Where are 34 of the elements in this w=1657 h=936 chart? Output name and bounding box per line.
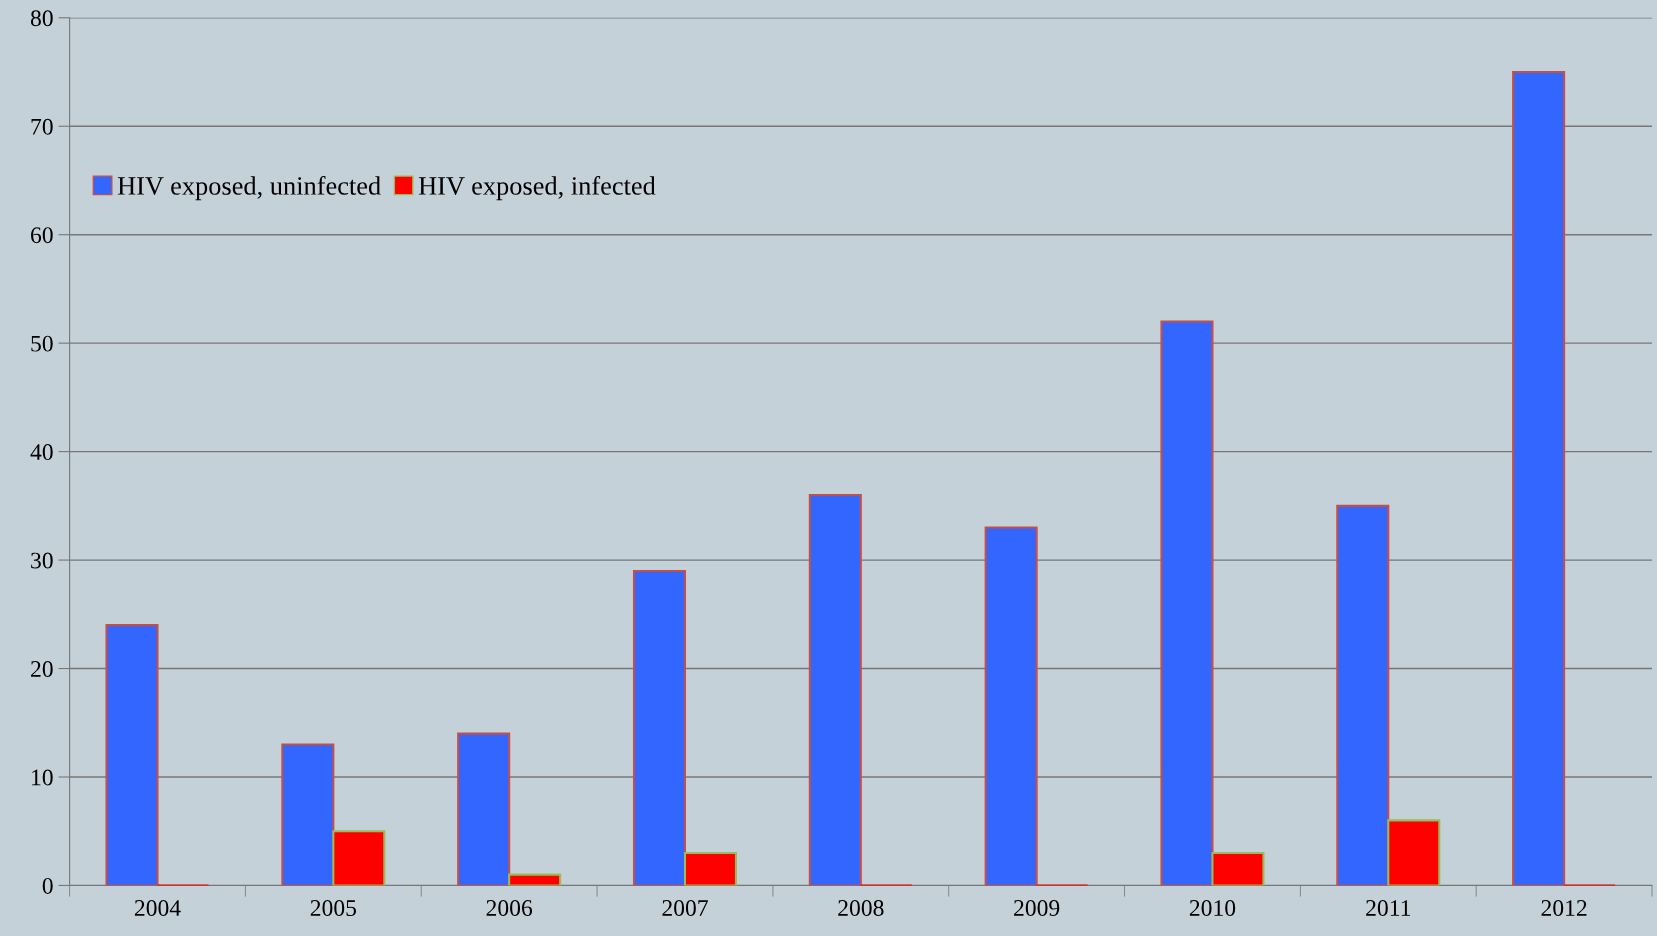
bar: [457, 732, 511, 886]
x-tick-label: 2006: [486, 900, 533, 916]
bar: [632, 569, 687, 886]
x-tick-label: 2009: [1014, 900, 1060, 916]
bar: [984, 526, 1038, 886]
legend-label: HIV exposed, uninfected: [117, 176, 381, 201]
bar: [281, 743, 335, 886]
x-tick-label: 2004: [134, 900, 181, 916]
bar: [1160, 320, 1214, 886]
y-tick-label: 80: [30, 10, 53, 27]
bar: [508, 873, 562, 886]
y-tick-label: 20: [31, 661, 53, 677]
bar: [1211, 851, 1265, 886]
bar: [1512, 70, 1566, 886]
bar: [683, 851, 738, 886]
bar: [808, 493, 862, 886]
x-tick-label: 2010: [1189, 900, 1236, 916]
bar: [332, 830, 386, 886]
bar: [1387, 819, 1441, 886]
x-tick-label: 2008: [838, 900, 884, 916]
y-tick-label: 30: [31, 552, 53, 569]
y-tick-label: 60: [31, 227, 53, 244]
y-tick-label: 40: [30, 444, 53, 461]
x-tick-label: 2007: [662, 900, 708, 916]
bar: [1336, 504, 1390, 886]
x-tick-label: 2005: [310, 900, 357, 916]
x-tick-label: 2012: [1541, 900, 1587, 916]
legend-label: HIV exposed, infected: [418, 176, 656, 201]
y-tick-label: 10: [32, 769, 53, 786]
x-tick-label: 2011: [1366, 900, 1411, 916]
bar: [105, 624, 159, 886]
y-tick-label: 50: [31, 335, 53, 352]
y-tick-label: 70: [31, 118, 53, 135]
y-tick-label: 0: [42, 877, 53, 894]
